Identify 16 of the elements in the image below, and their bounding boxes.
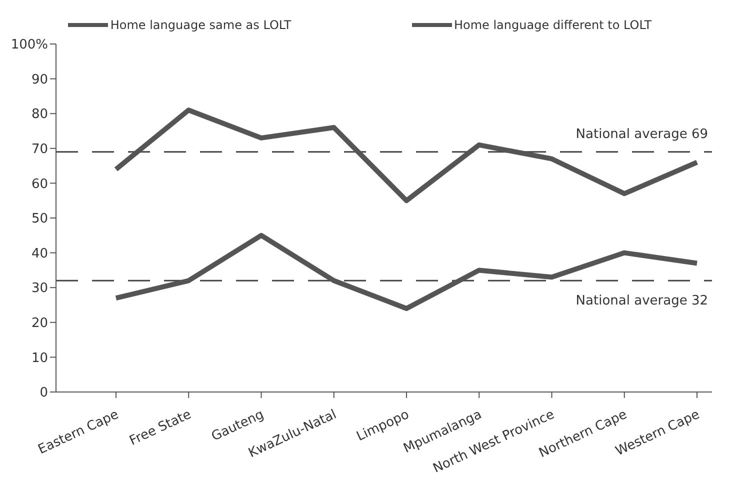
y-tick-label: 100% bbox=[10, 38, 48, 53]
y-tick-label: 60 bbox=[31, 176, 48, 192]
x-tick-label: Free State bbox=[127, 407, 194, 449]
y-tick-label: 90 bbox=[31, 72, 48, 88]
y-tick-label: 30 bbox=[31, 281, 48, 296]
y-tick-label: 80 bbox=[31, 107, 48, 122]
y-tick-label: 50 bbox=[31, 212, 48, 227]
ref-line-label: National average 32 bbox=[576, 294, 708, 309]
y-tick-label: 40 bbox=[31, 246, 48, 262]
ref-line-label: National average 69 bbox=[576, 126, 708, 142]
y-tick-label: 10 bbox=[31, 350, 48, 366]
y-tick-label: 0 bbox=[40, 386, 48, 401]
y-tick-label: 70 bbox=[31, 142, 48, 158]
y-tick-label: 20 bbox=[31, 316, 48, 332]
legend-label: Home language same as LOLT bbox=[110, 18, 292, 32]
legend-label: Home language different to LOLT bbox=[454, 18, 652, 32]
